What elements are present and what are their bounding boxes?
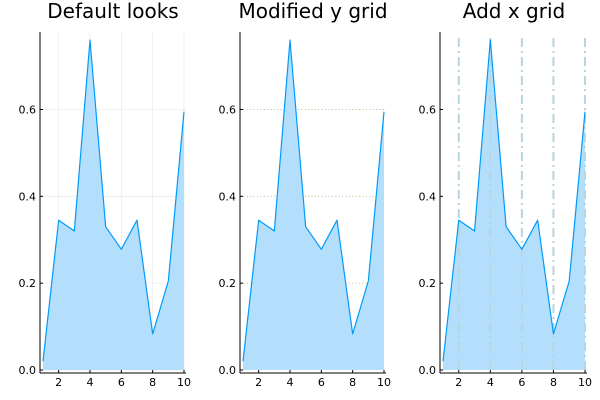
- series-line: [42, 39, 185, 362]
- series-line: [442, 39, 586, 362]
- series-line: [242, 39, 385, 362]
- y-tick-label: 0.2: [219, 277, 237, 290]
- y-tick-label: 0.6: [219, 103, 237, 116]
- y-tick-label: 0.4: [219, 190, 237, 203]
- area-fill: [43, 40, 184, 370]
- x-tick-label: 2: [255, 376, 262, 389]
- panel-default-looks: 0.0 0.2 0.4 0.6 2 4 6 8 10 Default looks: [19, 0, 192, 389]
- y-tick-label: 0.6: [419, 103, 437, 116]
- x-tick-label: 10: [177, 376, 191, 389]
- y-tick-label: 0.0: [419, 364, 437, 377]
- x-tick-label: 6: [118, 376, 125, 389]
- y-tick-label: 0.4: [419, 190, 437, 203]
- y-tick-label: 0.2: [419, 277, 437, 290]
- x-tick-label: 8: [550, 376, 557, 389]
- x-tick-label: 4: [287, 376, 294, 389]
- area-fill: [443, 40, 585, 370]
- panel-add-x-grid: 0.0 0.2 0.4 0.6 2 4 6 8 10 Add x grid: [419, 0, 593, 389]
- y-tick-label: 0.6: [19, 103, 37, 116]
- x-tick-label: 2: [455, 376, 462, 389]
- x-tick-label: 2: [55, 376, 62, 389]
- y-tick-label: 0.4: [19, 190, 37, 203]
- x-tick-label: 8: [349, 376, 356, 389]
- chart-title: Add x grid: [463, 0, 565, 23]
- chart-title: Default looks: [47, 0, 178, 23]
- y-tick-label: 0.0: [219, 364, 237, 377]
- x-tick-label: 6: [318, 376, 325, 389]
- x-tick-label: 6: [518, 376, 525, 389]
- y-tick-label: 0.2: [19, 277, 37, 290]
- x-tick-label: 4: [87, 376, 94, 389]
- panel-modified-y-grid: 0.0 0.2 0.4 0.6 2 4 6 8 10 Modified y grid: [219, 0, 392, 389]
- y-tick-label: 0.0: [19, 364, 37, 377]
- x-tick-label: 10: [578, 376, 592, 389]
- area-fill: [243, 40, 384, 370]
- x-tick-label: 8: [149, 376, 156, 389]
- x-tick-label: 4: [487, 376, 494, 389]
- x-tick-label: 10: [377, 376, 391, 389]
- chart-title: Modified y grid: [238, 0, 387, 23]
